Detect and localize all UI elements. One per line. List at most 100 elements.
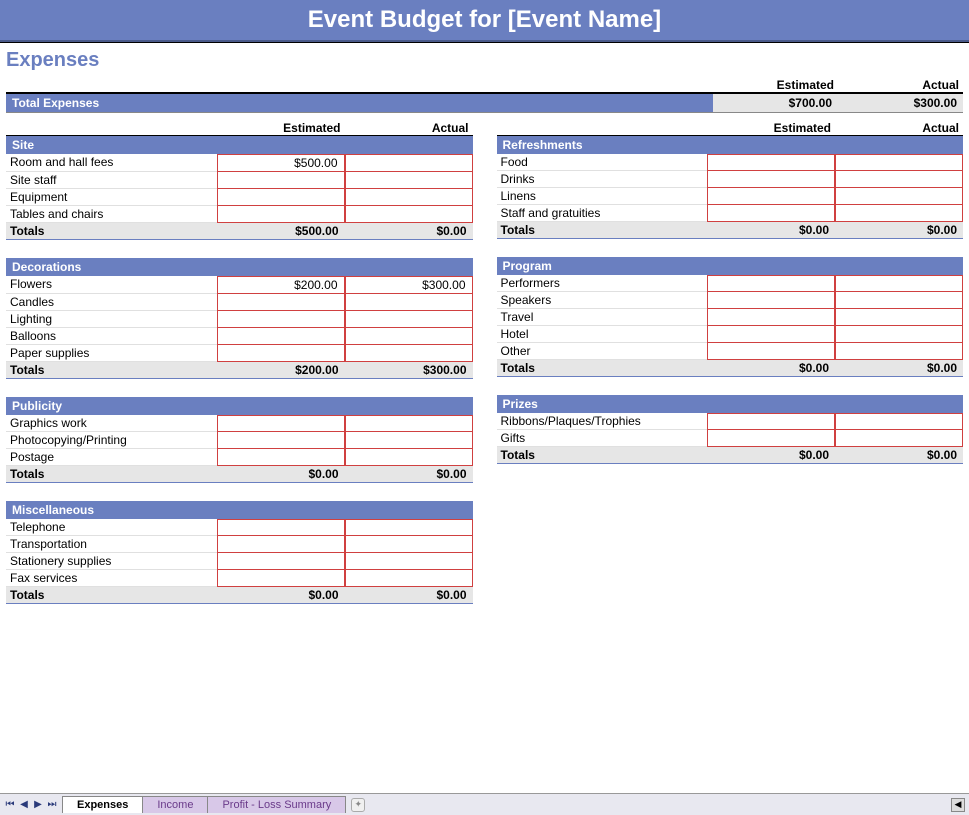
line-item-actual-cell[interactable] xyxy=(835,188,963,205)
line-item-estimated-cell[interactable] xyxy=(707,188,835,205)
line-item: Staff and gratuities xyxy=(497,205,964,222)
summary-block: Estimated Actual Total Expenses $700.00 … xyxy=(0,74,969,115)
totals-label: Totals xyxy=(6,587,217,603)
line-item: Graphics work xyxy=(6,415,473,432)
line-item-label: Speakers xyxy=(497,292,708,309)
line-item-estimated-cell[interactable] xyxy=(217,328,345,345)
line-item-actual-cell[interactable] xyxy=(835,154,963,171)
hscroll-left-icon[interactable]: ◀ xyxy=(951,798,965,812)
line-item-estimated-cell[interactable] xyxy=(707,413,835,430)
line-item-actual-cell[interactable] xyxy=(345,536,473,553)
line-item-actual-cell[interactable] xyxy=(345,206,473,223)
line-item-estimated-cell[interactable] xyxy=(217,415,345,432)
sheet-nav-last-icon[interactable]: ⏭ xyxy=(46,799,58,811)
line-item-estimated-cell[interactable] xyxy=(707,430,835,447)
budget-section: ProgramPerformersSpeakersTravelHotelOthe… xyxy=(497,257,964,377)
section-title: Site xyxy=(6,136,473,154)
sheet-nav-buttons: ⏮ ◀ ▶ ⏭ xyxy=(0,799,62,811)
line-item-actual-cell[interactable] xyxy=(345,519,473,536)
sheet-nav-first-icon[interactable]: ⏮ xyxy=(4,799,16,811)
line-item-estimated-cell[interactable] xyxy=(217,570,345,587)
budget-section: DecorationsFlowers$200.00$300.00CandlesL… xyxy=(6,258,473,379)
sheet-nav-prev-icon[interactable]: ◀ xyxy=(18,799,30,811)
line-item-actual-cell[interactable] xyxy=(345,345,473,362)
col-header-actual: Actual xyxy=(345,121,473,135)
new-sheet-icon[interactable]: ✦ xyxy=(351,798,365,812)
line-item-estimated-cell[interactable] xyxy=(707,275,835,292)
totals-label: Totals xyxy=(497,222,708,238)
totals-actual: $0.00 xyxy=(345,587,473,603)
line-item-actual-cell[interactable] xyxy=(345,415,473,432)
line-item-label: Staff and gratuities xyxy=(497,205,708,222)
line-item-estimated-cell[interactable] xyxy=(707,171,835,188)
line-item-actual-cell[interactable] xyxy=(345,154,473,172)
line-item-label: Lighting xyxy=(6,311,217,328)
line-item-actual-cell[interactable] xyxy=(345,570,473,587)
line-item-actual-cell[interactable] xyxy=(345,553,473,570)
budget-section: EstimatedActualSiteRoom and hall fees$50… xyxy=(6,121,473,240)
line-item: Transportation xyxy=(6,536,473,553)
sheet-tab[interactable]: Profit - Loss Summary xyxy=(207,796,346,813)
line-item-actual-cell[interactable] xyxy=(345,328,473,345)
line-item-actual-cell[interactable] xyxy=(835,309,963,326)
line-item-estimated-cell[interactable] xyxy=(217,189,345,206)
line-item-estimated-cell[interactable] xyxy=(217,536,345,553)
line-item-actual-cell[interactable] xyxy=(345,311,473,328)
line-item-estimated-cell[interactable] xyxy=(707,309,835,326)
line-item-actual-cell[interactable] xyxy=(835,205,963,222)
col-header-actual: Actual xyxy=(835,121,963,135)
line-item-actual-cell[interactable] xyxy=(345,172,473,189)
line-item-estimated-cell[interactable] xyxy=(707,326,835,343)
line-item-estimated-cell[interactable] xyxy=(707,205,835,222)
line-item-estimated-cell[interactable] xyxy=(217,311,345,328)
line-item-actual-cell[interactable] xyxy=(835,292,963,309)
line-item: Ribbons/Plaques/Trophies xyxy=(497,413,964,430)
line-item-estimated-cell[interactable] xyxy=(217,294,345,311)
line-item: Lighting xyxy=(6,311,473,328)
total-expenses-label: Total Expenses xyxy=(6,94,713,112)
line-item-label: Postage xyxy=(6,449,217,466)
line-item-actual-cell[interactable] xyxy=(345,189,473,206)
line-item-estimated-cell[interactable] xyxy=(217,519,345,536)
section-title: Refreshments xyxy=(497,136,964,154)
line-item-estimated-cell[interactable] xyxy=(217,172,345,189)
line-item-estimated-cell[interactable]: $200.00 xyxy=(217,276,345,294)
budget-section: PrizesRibbons/Plaques/TrophiesGiftsTotal… xyxy=(497,395,964,464)
line-item-estimated-cell[interactable] xyxy=(217,449,345,466)
totals-estimated: $0.00 xyxy=(707,222,835,238)
line-item-actual-cell[interactable] xyxy=(835,275,963,292)
line-item: Food xyxy=(497,154,964,171)
section-totals-row: Totals$0.00$0.00 xyxy=(497,222,964,239)
line-item-actual-cell[interactable] xyxy=(345,432,473,449)
line-item-label: Site staff xyxy=(6,172,217,189)
sheet-nav-next-icon[interactable]: ▶ xyxy=(32,799,44,811)
line-item-label: Room and hall fees xyxy=(6,154,217,172)
line-item-actual-cell[interactable] xyxy=(835,430,963,447)
line-item-actual-cell[interactable] xyxy=(835,326,963,343)
line-item-estimated-cell[interactable] xyxy=(707,292,835,309)
line-item: Postage xyxy=(6,449,473,466)
line-item-label: Transportation xyxy=(6,536,217,553)
line-item-estimated-cell[interactable] xyxy=(217,553,345,570)
sheet-tab[interactable]: Expenses xyxy=(62,796,143,813)
line-item-actual-cell[interactable] xyxy=(835,413,963,430)
line-item-actual-cell[interactable] xyxy=(345,294,473,311)
line-item-actual-cell[interactable] xyxy=(835,343,963,360)
line-item-label: Hotel xyxy=(497,326,708,343)
line-item-estimated-cell[interactable]: $500.00 xyxy=(217,154,345,172)
line-item: Performers xyxy=(497,275,964,292)
line-item: Balloons xyxy=(6,328,473,345)
line-item-actual-cell[interactable]: $300.00 xyxy=(345,276,473,294)
header-actual: Actual xyxy=(838,78,963,92)
line-item-actual-cell[interactable] xyxy=(835,171,963,188)
sheet-tab[interactable]: Income xyxy=(142,796,208,813)
line-item-estimated-cell[interactable] xyxy=(707,154,835,171)
totals-estimated: $0.00 xyxy=(217,587,345,603)
line-item-estimated-cell[interactable] xyxy=(217,206,345,223)
summary-headers: Estimated Actual xyxy=(6,78,963,92)
line-item-actual-cell[interactable] xyxy=(345,449,473,466)
worksheet-content: Expenses Estimated Actual Total Expenses… xyxy=(0,42,969,793)
line-item-estimated-cell[interactable] xyxy=(217,432,345,449)
line-item-estimated-cell[interactable] xyxy=(217,345,345,362)
line-item-estimated-cell[interactable] xyxy=(707,343,835,360)
